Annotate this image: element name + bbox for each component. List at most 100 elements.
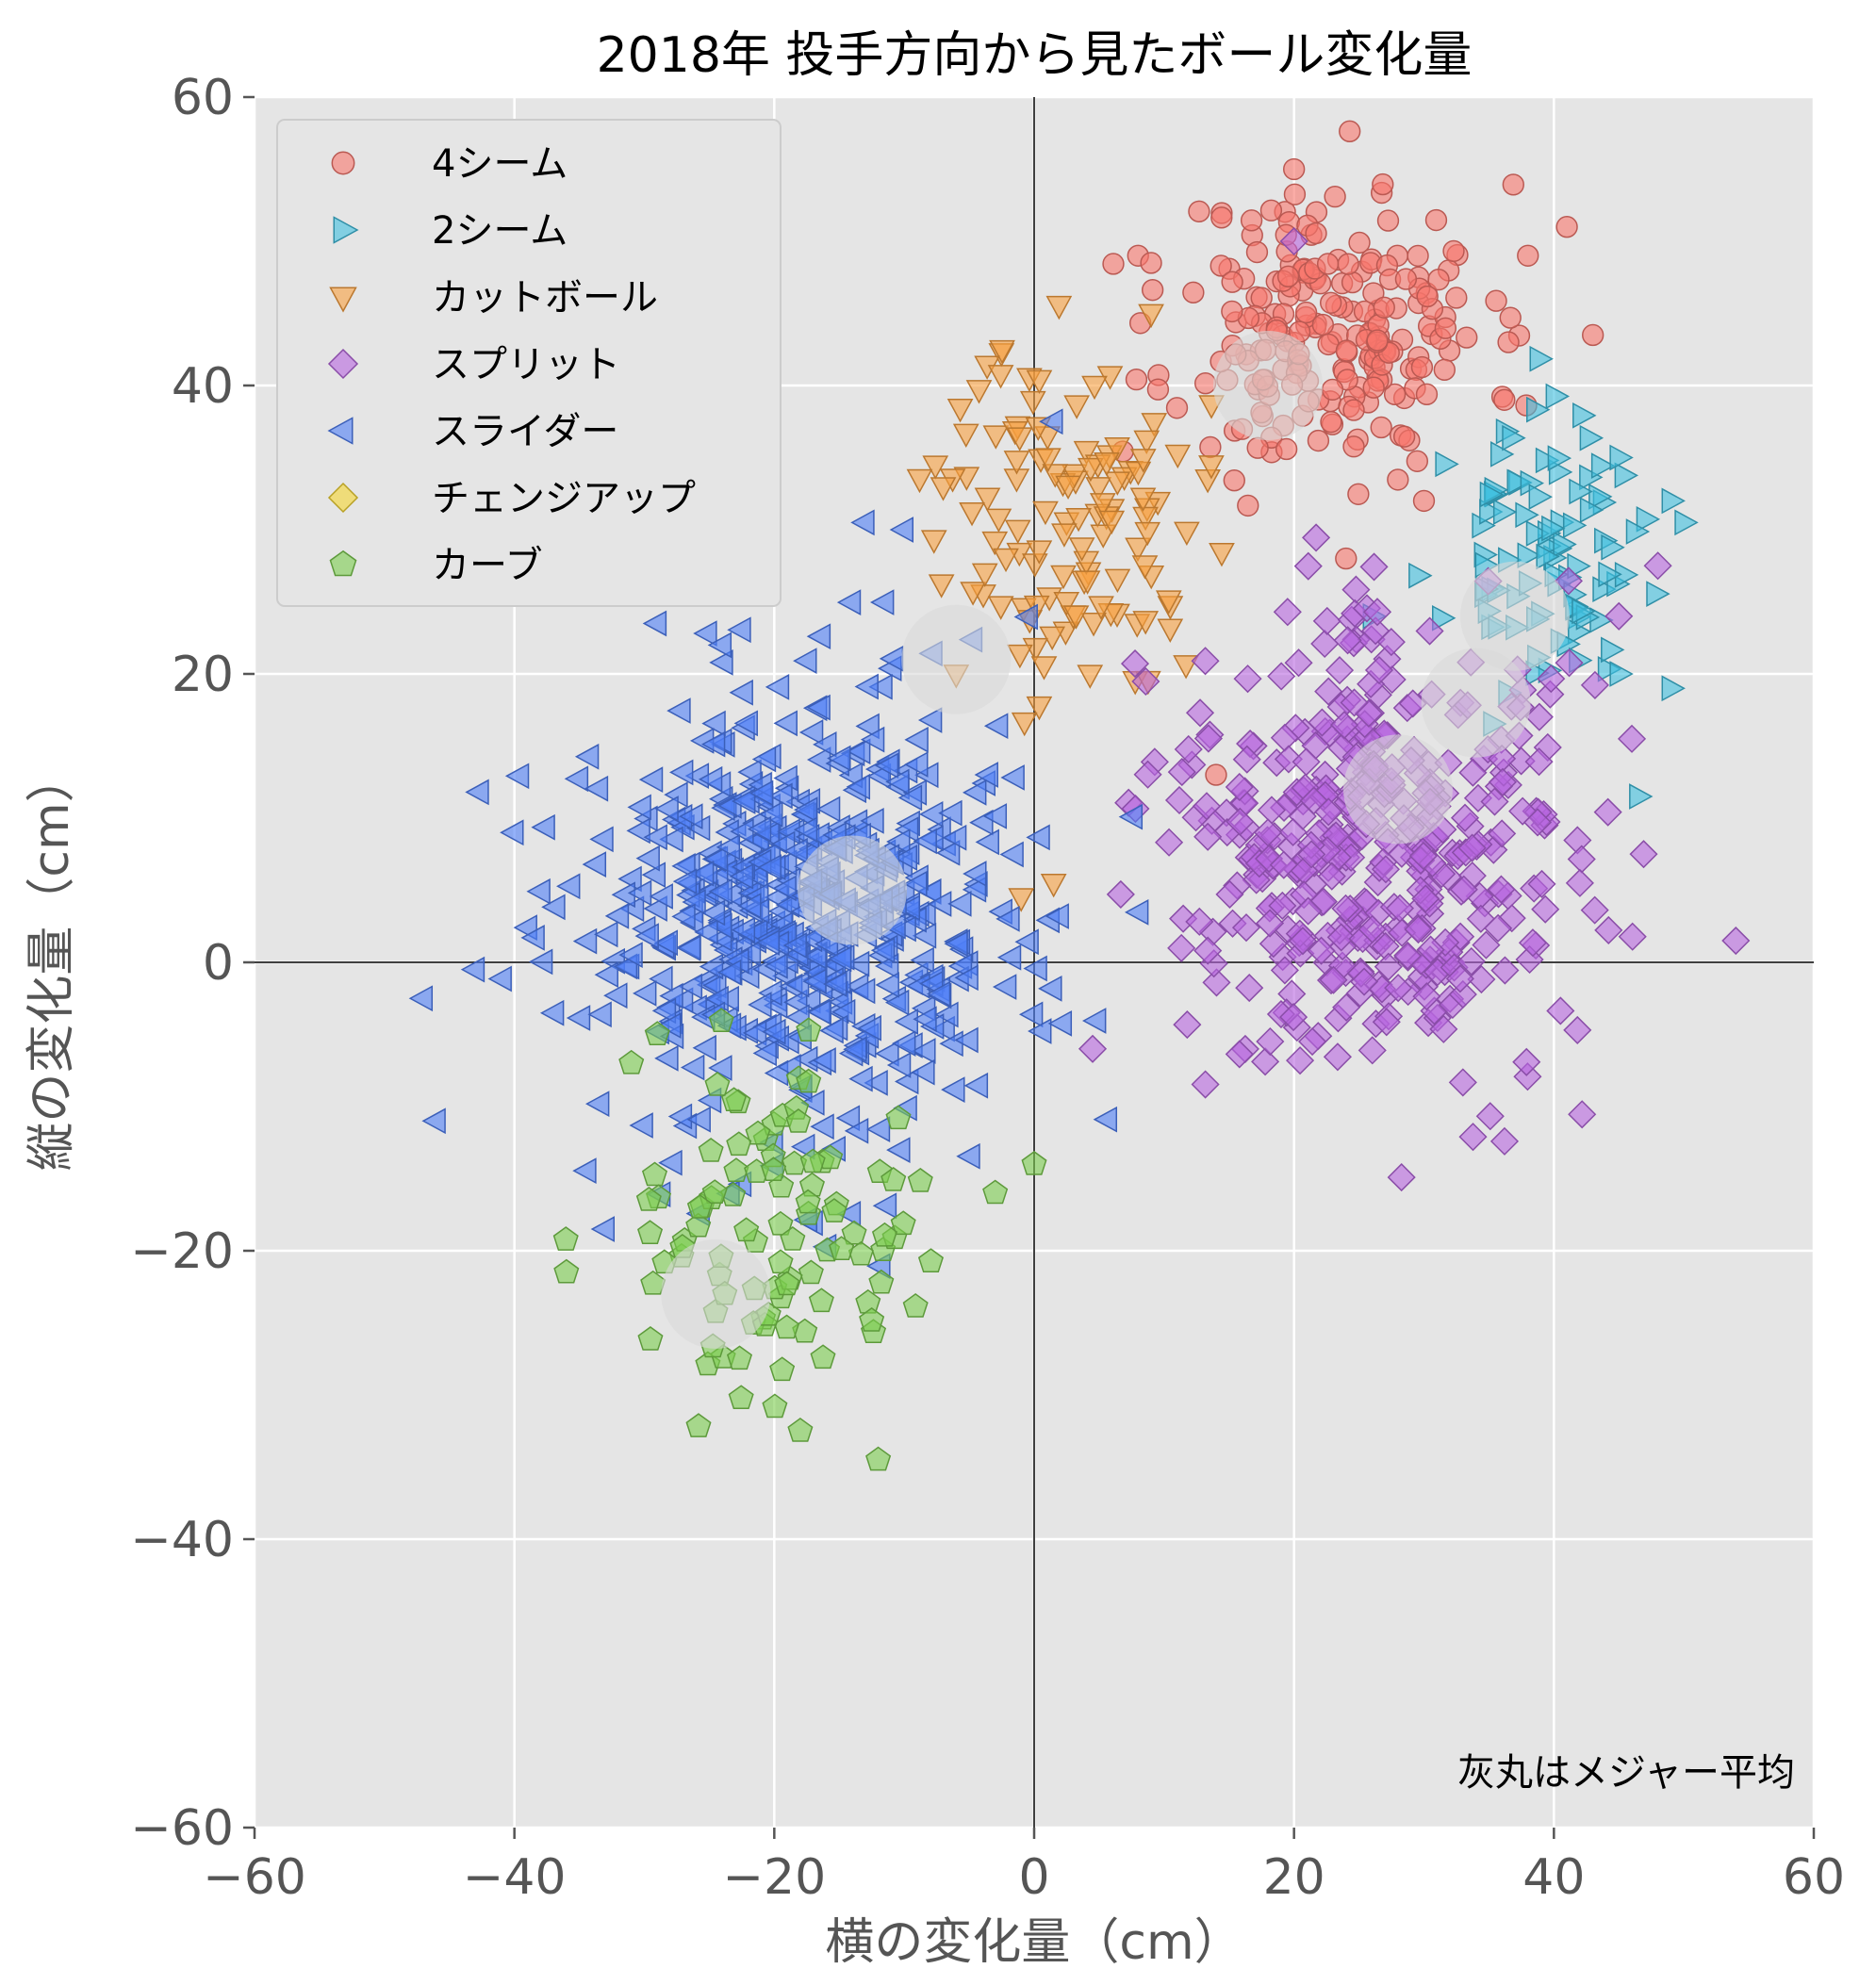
data-point	[603, 982, 628, 1009]
data-point	[729, 862, 754, 890]
legend-box	[276, 119, 782, 607]
data-point	[1004, 519, 1031, 545]
data-point	[1026, 824, 1050, 851]
data-point	[641, 1161, 668, 1187]
data-point	[1643, 551, 1672, 581]
data-point	[1192, 792, 1222, 821]
data-point	[1155, 828, 1184, 857]
data-point	[1273, 598, 1302, 627]
data-point	[504, 763, 530, 790]
data-point	[1055, 475, 1081, 500]
data-point	[1580, 895, 1609, 925]
data-point	[875, 1040, 899, 1067]
data-point	[846, 738, 871, 765]
data-point	[618, 1049, 645, 1075]
data-point	[1019, 390, 1046, 416]
data-point	[572, 1157, 597, 1185]
data-point	[1331, 894, 1360, 923]
data-point	[1472, 930, 1501, 960]
data-point	[815, 796, 841, 823]
data-point	[1661, 675, 1686, 702]
data-point	[703, 845, 729, 873]
data-point	[947, 891, 972, 917]
data-point	[793, 816, 818, 844]
data-point	[686, 1106, 711, 1133]
x-tick-label: 0	[1018, 1849, 1049, 1906]
data-point	[654, 1044, 679, 1072]
data-point	[1193, 372, 1217, 395]
data-point	[500, 819, 524, 846]
data-point	[1579, 497, 1604, 523]
data-point	[1032, 500, 1059, 526]
data-point	[1080, 613, 1107, 637]
data-point	[917, 878, 942, 905]
data-point	[802, 968, 827, 995]
data-point	[859, 1306, 885, 1332]
data-point	[823, 971, 847, 997]
data-point	[1525, 520, 1551, 547]
data-point	[810, 1113, 834, 1140]
data-point	[1339, 120, 1361, 142]
data-point	[1609, 661, 1634, 687]
data-point	[1479, 481, 1505, 508]
data-point	[982, 1179, 1009, 1205]
x-tick-label: −20	[722, 1849, 826, 1906]
data-point	[1251, 1047, 1280, 1076]
data-point	[963, 779, 987, 806]
data-point	[962, 876, 987, 903]
data-point	[1021, 1150, 1047, 1175]
data-point	[1661, 487, 1686, 515]
data-point	[996, 943, 1022, 971]
data-point	[729, 679, 753, 706]
data-point	[640, 1270, 666, 1295]
data-point	[1385, 894, 1415, 923]
data-point	[1359, 552, 1389, 582]
data-point	[1275, 437, 1298, 461]
data-point	[845, 950, 870, 977]
data-point	[590, 1216, 615, 1242]
data-point	[1040, 874, 1067, 898]
data-point	[1278, 1003, 1308, 1032]
data-point	[1515, 501, 1539, 529]
data-point	[965, 380, 993, 404]
data-point	[704, 1071, 731, 1096]
data-point	[1294, 301, 1318, 324]
data-point	[584, 1091, 610, 1118]
data-point	[808, 1288, 834, 1313]
data-point	[1582, 323, 1604, 347]
data-point	[827, 745, 851, 772]
legend-label: カーブ	[432, 544, 543, 587]
data-point	[1209, 543, 1235, 567]
data-point	[1458, 1123, 1488, 1152]
legend-label: スライダー	[432, 410, 618, 453]
data-point	[643, 824, 667, 851]
data-point	[1347, 483, 1370, 505]
data-point	[865, 1116, 891, 1142]
x-axis-label: 横の変化量（cm）	[825, 1914, 1242, 1971]
data-point	[1555, 216, 1578, 238]
data-point	[844, 1117, 869, 1144]
data-point	[917, 1248, 944, 1272]
data-point	[1374, 952, 1403, 981]
data-point	[689, 860, 715, 887]
data-point	[1074, 570, 1101, 595]
data-point	[1191, 647, 1220, 676]
data-point	[1572, 402, 1597, 429]
data-point	[726, 1131, 752, 1157]
data-point	[733, 710, 758, 737]
data-point	[1341, 271, 1364, 294]
data-point	[594, 961, 618, 989]
mlb-average-circle	[1342, 734, 1453, 845]
data-point	[716, 959, 742, 986]
data-point	[1078, 457, 1104, 483]
data-point	[956, 1142, 980, 1170]
data-point	[556, 873, 581, 900]
data-point	[896, 894, 921, 922]
data-point	[1597, 656, 1622, 682]
data-point	[836, 589, 862, 615]
data-point	[952, 423, 979, 449]
data-point	[821, 1198, 847, 1222]
data-point	[685, 1212, 712, 1238]
data-point	[1488, 767, 1518, 796]
mlb-average-circle	[661, 1239, 771, 1349]
